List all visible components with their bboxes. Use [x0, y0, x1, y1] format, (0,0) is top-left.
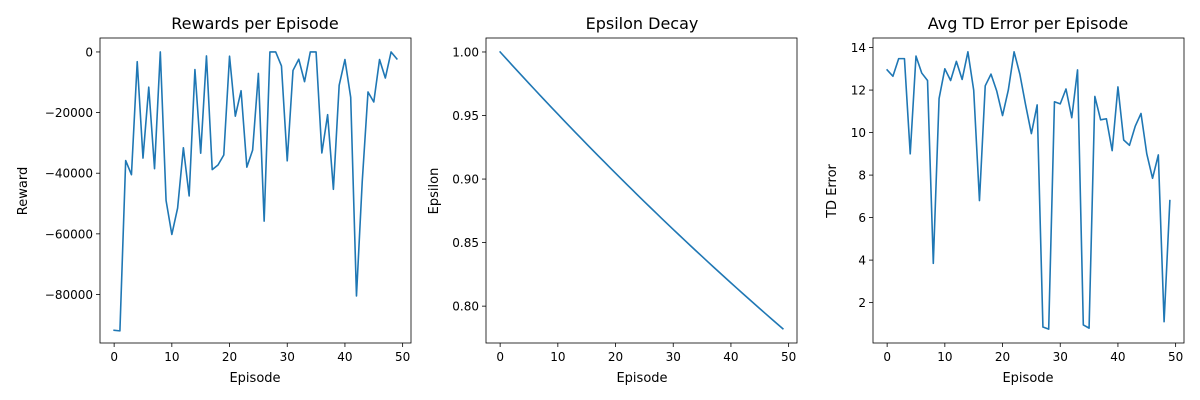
y-tick-label: 0.90 — [452, 173, 479, 187]
chart-title: Epsilon Decay — [586, 14, 699, 33]
y-tick-label: 6 — [858, 211, 866, 225]
y-tick-label: 0.80 — [452, 300, 479, 314]
y-tick-label: −60000 — [45, 227, 93, 241]
x-axis-label: Episode — [1002, 371, 1053, 386]
x-tick-label: 10 — [550, 350, 565, 364]
x-axis-label: Episode — [229, 371, 280, 386]
y-tick-label: 0.95 — [452, 109, 479, 123]
plot-frame — [485, 37, 798, 344]
y-axis-label: Reward — [16, 167, 31, 215]
x-tick-label: 40 — [1110, 350, 1125, 364]
x-tick-label: 0 — [496, 350, 504, 364]
y-tick-label: 0 — [85, 45, 93, 59]
x-tick-label: 20 — [995, 350, 1010, 364]
y-tick-label: 1.00 — [452, 45, 479, 59]
x-tick-label: 0 — [110, 350, 118, 364]
x-tick-label: 20 — [608, 350, 623, 364]
epsilon-series-line — [499, 50, 784, 330]
rewards-chart: Rewards per Episode Episode Reward 0 10 20… — [16, 14, 412, 386]
x-tick-label: 30 — [280, 350, 295, 364]
x-tick-label: 40 — [723, 350, 738, 364]
y-tick-label: 14 — [851, 41, 866, 55]
axis-ticks: 0 10 20 30 40 50 0.80 0.85 0.90 0.95 1.00 — [452, 45, 796, 364]
epsilon-chart: Epsilon Decay Episode Epsilon 0 10 20 30 40 5… — [427, 14, 798, 386]
y-axis-label: Epsilon — [427, 168, 442, 215]
axis-ticks: 0 10 20 30 40 50 2 4 6 8 10 12 14 — [851, 41, 1184, 364]
axis-ticks: 0 10 20 30 40 50 −80000 −60000 −40000 −20000 0 — [45, 45, 411, 364]
y-tick-label: 0.85 — [452, 236, 479, 250]
y-tick-label: 4 — [858, 254, 866, 268]
y-tick-label: −80000 — [45, 288, 93, 302]
y-tick-label: −20000 — [45, 106, 93, 120]
x-tick-label: 50 — [1168, 350, 1183, 364]
x-tick-label: 20 — [222, 350, 237, 364]
chart-title: Avg TD Error per Episode — [928, 14, 1128, 33]
y-axis-label: TD Error — [825, 163, 840, 218]
x-tick-label: 40 — [337, 350, 352, 364]
y-tick-label: 10 — [851, 126, 866, 140]
reward-series-line — [113, 51, 398, 332]
x-tick-label: 0 — [883, 350, 891, 364]
y-tick-label: −40000 — [45, 167, 93, 181]
x-tick-label: 30 — [1053, 350, 1068, 364]
x-tick-label: 50 — [395, 350, 410, 364]
x-tick-label: 50 — [781, 350, 796, 364]
td-error-series-line — [886, 51, 1171, 330]
x-tick-label: 10 — [164, 350, 179, 364]
y-tick-label: 12 — [851, 84, 866, 98]
plot-frame — [99, 37, 412, 344]
x-tick-label: 30 — [666, 350, 681, 364]
x-tick-label: 10 — [937, 350, 952, 364]
plot-frame — [872, 37, 1185, 344]
td-error-chart: Avg TD Error per Episode Episode TD Erro… — [825, 14, 1185, 386]
chart-title: Rewards per Episode — [171, 14, 339, 33]
y-tick-label: 2 — [858, 296, 866, 310]
x-axis-label: Episode — [616, 371, 667, 386]
y-tick-label: 8 — [858, 169, 866, 183]
